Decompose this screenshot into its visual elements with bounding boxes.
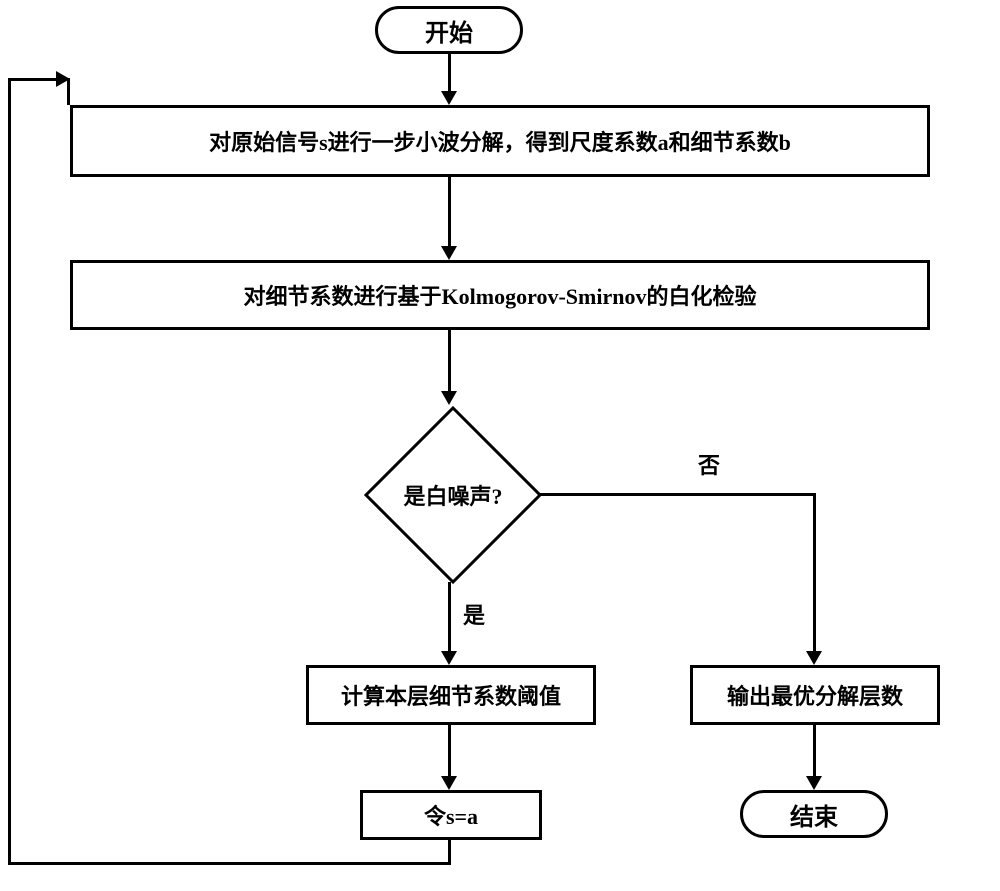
end-label: 结束 bbox=[790, 797, 838, 832]
start-label: 开始 bbox=[425, 13, 473, 48]
edge-step1-step2 bbox=[448, 177, 451, 246]
step4-label: 令s=a bbox=[424, 799, 478, 831]
step2-label: 对细节系数进行基于Kolmogorov-Smirnov的白化检验 bbox=[244, 279, 757, 311]
output-node: 输出最优分解层数 bbox=[690, 665, 940, 725]
step3-node: 计算本层细节系数阈值 bbox=[306, 665, 596, 725]
arrow-head bbox=[441, 391, 457, 405]
step2-node: 对细节系数进行基于Kolmogorov-Smirnov的白化检验 bbox=[70, 260, 930, 330]
feedback-left bbox=[8, 78, 11, 865]
feedback-step4-left bbox=[360, 862, 451, 865]
arrow-head bbox=[806, 776, 822, 790]
no-label: 否 bbox=[698, 448, 720, 480]
feedback-bottom bbox=[8, 862, 362, 865]
edge-decision-output-h bbox=[540, 493, 815, 496]
decision-node: 是白噪声? bbox=[363, 405, 543, 585]
edge-start-step1 bbox=[448, 54, 451, 91]
step1-label: 对原始信号s进行一步小波分解，得到尺度系数a和细节系数b bbox=[209, 125, 791, 157]
decision-label: 是白噪声? bbox=[403, 479, 502, 511]
feedback-top bbox=[8, 78, 56, 81]
step3-label: 计算本层细节系数阈值 bbox=[341, 679, 561, 711]
feedback-into-step1 bbox=[67, 78, 70, 105]
end-node: 结束 bbox=[740, 790, 888, 838]
edge-decision-output-v bbox=[813, 493, 816, 651]
edge-decision-step3 bbox=[448, 582, 451, 651]
edge-step3-step4 bbox=[448, 725, 451, 776]
step1-node: 对原始信号s进行一步小波分解，得到尺度系数a和细节系数b bbox=[70, 105, 930, 177]
step4-node: 令s=a bbox=[360, 790, 542, 840]
start-node: 开始 bbox=[375, 6, 523, 54]
arrow-head bbox=[441, 651, 457, 665]
yes-label: 是 bbox=[463, 598, 485, 630]
arrow-head bbox=[441, 246, 457, 260]
edge-output-end bbox=[813, 725, 816, 776]
edge-step2-decision bbox=[448, 330, 451, 391]
output-label: 输出最优分解层数 bbox=[727, 679, 903, 711]
arrow-head bbox=[806, 651, 822, 665]
arrow-head bbox=[441, 776, 457, 790]
arrow-head bbox=[441, 91, 457, 105]
